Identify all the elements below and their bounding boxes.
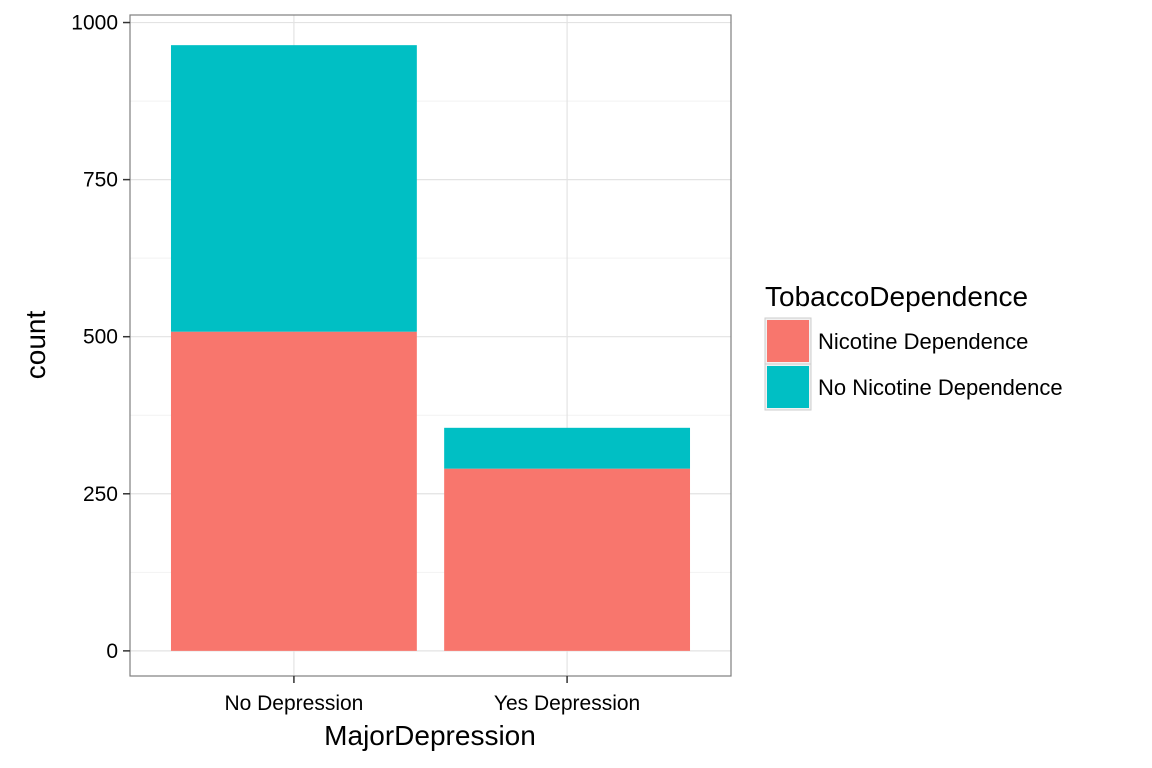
legend-swatch [767, 320, 809, 362]
legend-label: No Nicotine Dependence [818, 375, 1063, 400]
x-tick-label: No Depression [224, 692, 363, 715]
bar-segment [444, 427, 691, 469]
legend-title: TobaccoDependence [765, 281, 1028, 312]
x-axis: No Depression Yes Depression [224, 676, 640, 715]
legend: TobaccoDependence Nicotine Dependence No … [764, 281, 1063, 411]
y-axis-title: count [20, 311, 51, 380]
y-tick-label: 1000 [71, 12, 118, 35]
y-tick-label: 500 [83, 326, 118, 349]
y-tick-label: 750 [83, 169, 118, 192]
y-tick-label: 0 [106, 640, 118, 663]
y-axis: 0 250 500 750 1000 [71, 12, 130, 663]
bar-segment [170, 45, 417, 332]
x-tick-label: Yes Depression [494, 692, 640, 715]
legend-swatch [767, 366, 809, 408]
y-tick-label: 250 [83, 483, 118, 506]
x-axis-title: MajorDepression [324, 720, 536, 751]
bars [170, 45, 691, 651]
panel-border [129, 14, 732, 677]
bar-segment [444, 468, 691, 651]
legend-label: Nicotine Dependence [818, 329, 1028, 354]
bar-segment [170, 331, 417, 651]
